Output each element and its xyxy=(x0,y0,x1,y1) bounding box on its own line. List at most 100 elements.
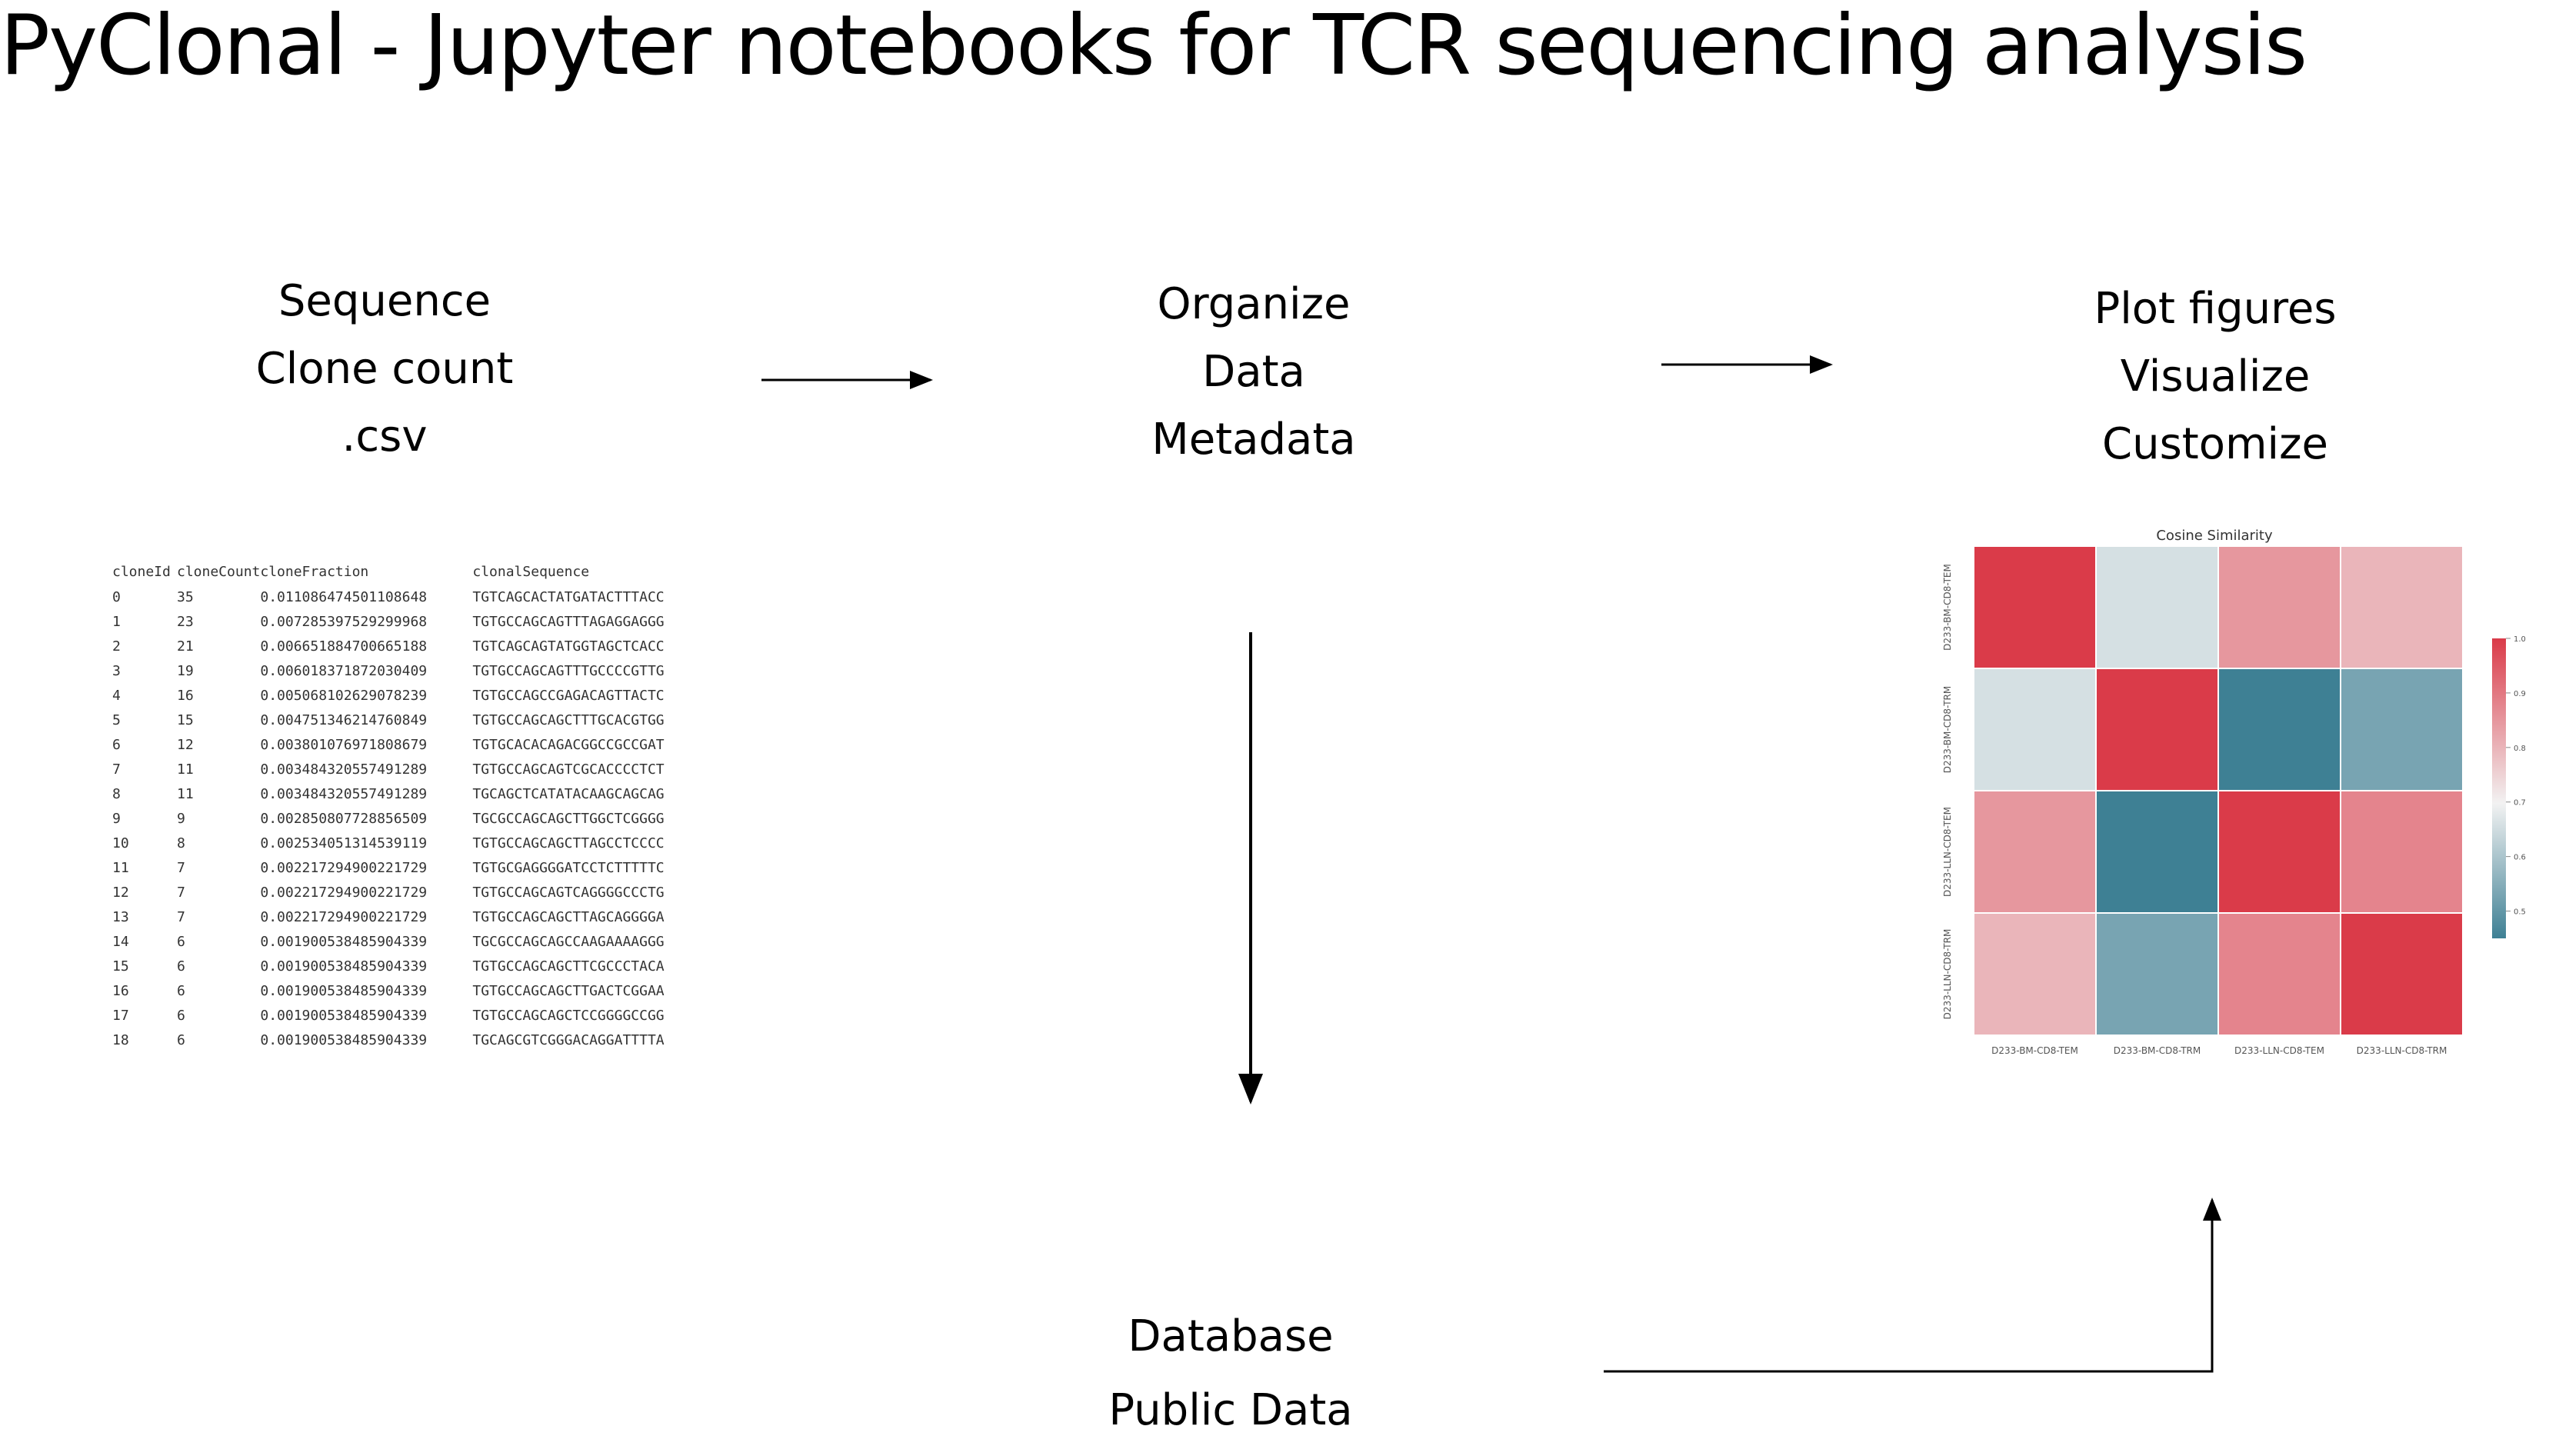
colorbar-tick-label: 0.5 xyxy=(2514,908,2526,917)
table-cell: 6 xyxy=(177,958,185,975)
y-tick-label: D233-BM-CD8-TRM xyxy=(1942,686,1953,773)
table-cell: TGTGCCAGCCGAGACAGTTACTC xyxy=(472,687,665,704)
table-cell: TGTGCCAGCAGCTTAGCCTCCCC xyxy=(472,835,665,851)
table-cell: TGTGCCAGCAGTTTAGAGGAGGG xyxy=(472,613,665,630)
table-cell: 0.003484320557491289 xyxy=(260,785,428,802)
table-cell: 15 xyxy=(112,958,129,975)
table-cell: 0.005068102629078239 xyxy=(260,687,428,704)
label-plot-figures: Plot figures xyxy=(2094,284,2337,334)
heatmap-cell xyxy=(2095,545,2219,669)
column-header: clonalSequence xyxy=(472,563,590,580)
table-row: 11 7 0.002217294900221729 TGTGCGAGGGGATCCTC… xyxy=(112,855,688,880)
organize-step-label: Organize Data Metadata xyxy=(1100,271,1408,474)
table-cell: 6 xyxy=(177,933,185,950)
table-row: 0 35 0.011086474501108648 TGTCAGCACTATGATAC… xyxy=(112,585,688,609)
table-header-row: cloneId cloneCount cloneFraction clonalS… xyxy=(112,558,688,585)
heatmap-cell xyxy=(2340,912,2464,1036)
table-row: 1 23 0.007285397529299968 TGTGCCAGCAGTTTAGA… xyxy=(112,609,688,634)
table-cell: 2 xyxy=(112,638,121,655)
table-cell: 6 xyxy=(177,1031,185,1048)
table-cell: 17 xyxy=(112,1007,129,1024)
table-cell: 12 xyxy=(112,884,129,901)
table-cell: 35 xyxy=(177,588,194,605)
x-tick-label: D233-BM-CD8-TRM xyxy=(2114,1045,2201,1056)
table-cell: 0 xyxy=(112,588,121,605)
table-cell: 0.007285397529299968 xyxy=(260,613,428,630)
table-cell: 0.006018371872030409 xyxy=(260,662,428,679)
table-cell: 0.002534051314539119 xyxy=(260,835,428,851)
table-cell: 18 xyxy=(112,1031,129,1048)
label-customize: Customize xyxy=(2102,419,2328,469)
table-cell: 0.003801076971808679 xyxy=(260,736,428,753)
x-tick-label: D233-LLN-CD8-TEM xyxy=(2234,1045,2324,1056)
table-cell: 0.002217294900221729 xyxy=(260,908,428,925)
table-cell: 0.002217294900221729 xyxy=(260,859,428,876)
table-cell: 9 xyxy=(177,810,185,827)
table-cell: TGTGCCAGCAGCTTCGCCCTACA xyxy=(472,958,665,975)
heatmap-cell xyxy=(2217,912,2341,1036)
table-cell: 9 xyxy=(112,810,121,827)
table-cell: 7 xyxy=(177,908,185,925)
label-metadata: Metadata xyxy=(1151,415,1356,465)
table-row: 14 6 0.001900538485904339 TGCGCCAGCAGCCAAGA… xyxy=(112,929,688,954)
table-row: 9 9 0.002850807728856509 TGCGCCAGCAGCTTGGCT… xyxy=(112,806,688,831)
table-cell: 10 xyxy=(112,835,129,851)
table-row: 18 6 0.001900538485904339 TGCAGCGTCGGGACAGG… xyxy=(112,1028,688,1052)
table-cell: TGTCAGCACTATGATACTTTACC xyxy=(472,588,665,605)
label-data: Data xyxy=(1202,347,1305,397)
table-cell: 23 xyxy=(177,613,194,630)
table-cell: TGTGCCAGCAGCTCCGGGGCCGG xyxy=(472,1007,665,1024)
heatmap-cell xyxy=(2095,668,2219,791)
table-cell: TGTGCGAGGGGATCCTCTTTTTC xyxy=(472,859,665,876)
table-cell: 0.001900538485904339 xyxy=(260,982,428,999)
table-cell: 1 xyxy=(112,613,121,630)
table-row: 13 7 0.002217294900221729 TGTGCCAGCAGCTTAGC… xyxy=(112,905,688,929)
table-cell: TGTGCCAGCAGCTTTGCACGTGG xyxy=(472,711,665,728)
table-cell: 7 xyxy=(112,761,121,778)
heatmap-cell xyxy=(2217,668,2341,791)
table-row: 4 16 0.005068102629078239 TGTGCCAGCCGAGACAG… xyxy=(112,683,688,708)
label-public-data: Public Data xyxy=(1108,1385,1353,1435)
heatmap-cell xyxy=(1973,668,2097,791)
heatmap-title: Cosine Similarity xyxy=(2156,528,2273,544)
heatmap-cell xyxy=(2217,790,2341,914)
table-cell: 0.001900538485904339 xyxy=(260,958,428,975)
table-cell: TGTGCCAGCAGCTTAGCAGGGGA xyxy=(472,908,665,925)
table-cell: TGTCAGCAGTATGGTAGCTCACC xyxy=(472,638,665,655)
table-cell: 6 xyxy=(177,1007,185,1024)
y-tick-label: D233-LLN-CD8-TEM xyxy=(1942,807,1953,897)
table-row: 6 12 0.003801076971808679 TGTGCACACAGACGGCC… xyxy=(112,732,688,757)
arrow-database-to-plot xyxy=(1604,1198,2221,1373)
table-cell: 3 xyxy=(112,662,121,679)
x-tick-label: D233-BM-CD8-TEM xyxy=(1991,1045,2078,1056)
table-cell: TGTGCCAGCAGTCGCACCCCTCT xyxy=(472,761,665,778)
x-tick-label: D233-LLN-CD8-TRM xyxy=(2357,1045,2447,1056)
colorbar-tick-label: 0.6 xyxy=(2514,854,2526,862)
colorbar-tick-label: 0.7 xyxy=(2514,799,2526,808)
table-cell: 4 xyxy=(112,687,121,704)
heatmap-cell xyxy=(2340,668,2464,791)
table-row: 12 7 0.002217294900221729 TGTGCCAGCAGTCAGGG… xyxy=(112,880,688,905)
table-cell: TGTGCACACAGACGGCCGCCGAT xyxy=(472,736,665,753)
table-cell: 0.002217294900221729 xyxy=(260,884,428,901)
table-cell: 0.003484320557491289 xyxy=(260,761,428,778)
label-csv: .csv xyxy=(342,411,428,461)
y-tick-label: D233-LLN-CD8-TRM xyxy=(1942,929,1953,1020)
table-row: 3 19 0.006018371872030409 TGTGCCAGCAGTTTGCC… xyxy=(112,658,688,683)
table-row: 2 21 0.006651884700665188 TGTCAGCAGTATGGTAG… xyxy=(112,634,688,658)
table-cell: 0.001900538485904339 xyxy=(260,1007,428,1024)
table-cell: 8 xyxy=(177,835,185,851)
table-cell: 11 xyxy=(177,761,194,778)
table-cell: 16 xyxy=(112,982,129,999)
y-tick-label: D233-BM-CD8-TEM xyxy=(1942,564,1953,651)
table-cell: 0.006651884700665188 xyxy=(260,638,428,655)
heatmap-cell xyxy=(2340,790,2464,914)
column-header: cloneCount xyxy=(177,563,261,580)
table-cell: 0.004751346214760849 xyxy=(260,711,428,728)
table-cell: 8 xyxy=(112,785,121,802)
table-cell: 6 xyxy=(177,982,185,999)
label-organize: Organize xyxy=(1157,279,1351,329)
table-cell: 7 xyxy=(177,884,185,901)
csv-preview-table: cloneId cloneCount cloneFraction clonalS… xyxy=(112,558,688,1052)
